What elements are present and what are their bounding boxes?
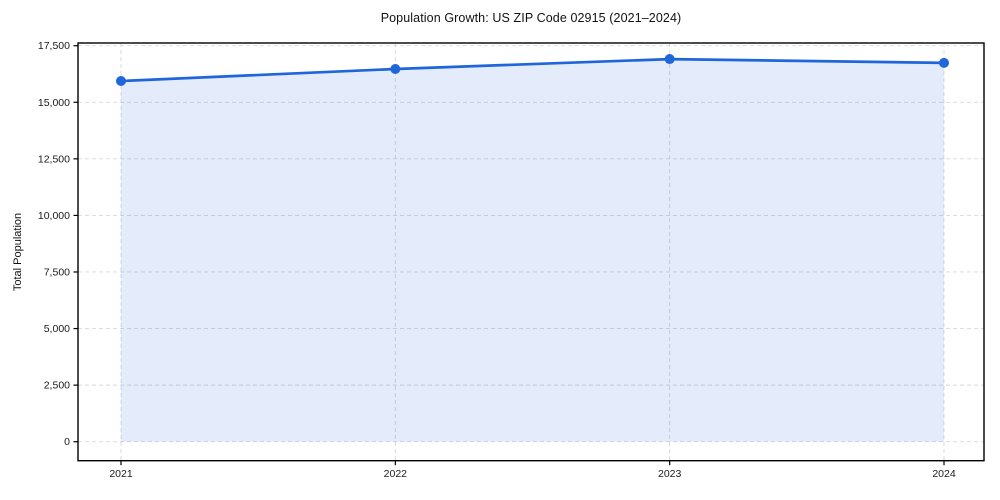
y-tick-label: 17,500 [38, 40, 70, 52]
data-point [664, 54, 675, 65]
data-point [116, 76, 126, 87]
series-line [119, 57, 946, 83]
y-tick-label: 12,500 [38, 153, 70, 165]
y-tick-label: 0 [64, 436, 70, 448]
data-point [390, 64, 401, 75]
area-fill [121, 59, 944, 442]
data-point [939, 57, 949, 68]
y-tick-label: 2,500 [44, 380, 70, 392]
y-axis-label: Total Population [12, 212, 24, 292]
x-tick-label: 2022 [384, 468, 408, 480]
y-tick-label: 5,000 [44, 323, 70, 335]
y-tick-label: 10,000 [38, 210, 70, 222]
x-tick-label: 2021 [109, 468, 133, 480]
axes-spines [77, 42, 985, 462]
chart-title: Population Growth: US ZIP Code 02915 (20… [380, 11, 682, 25]
y-tick-label: 7,500 [44, 266, 70, 278]
x-tick-label: 2023 [658, 468, 682, 480]
y-tick-label: 15,000 [38, 97, 70, 109]
x-tick-label: 2024 [932, 468, 956, 480]
